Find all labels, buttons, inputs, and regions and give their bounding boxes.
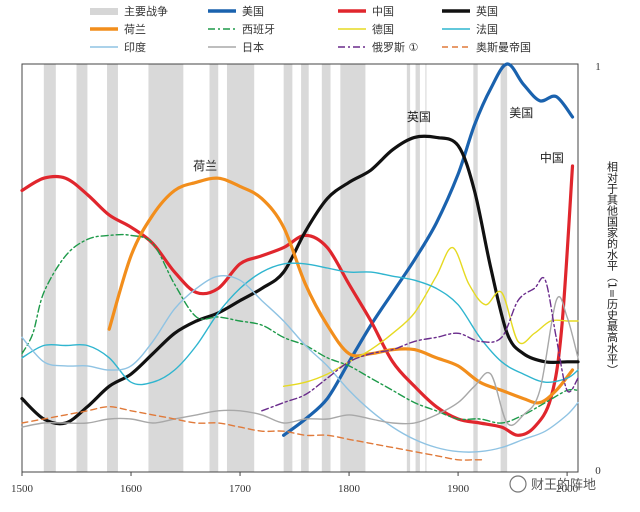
legend-label-1: 美国 (242, 5, 264, 18)
war-bands (43, 64, 508, 472)
legend-label-4: 荷兰 (124, 23, 146, 36)
series-line-7 (21, 274, 579, 453)
series-line-6 (21, 262, 579, 386)
axes: 1500 1600 1700 1800 1900 2000 1 0 (11, 61, 601, 495)
war-band-4 (209, 64, 219, 472)
legend-label-6: 德国 (372, 22, 394, 36)
series-line-3 (107, 176, 575, 405)
y-axis-label: 相对于其他国家的水平（1=历史最高水平） (606, 161, 619, 376)
annotation-0: 荷兰 (193, 159, 217, 173)
war-band-7 (301, 64, 309, 472)
x-tick-label-0: 1500 (11, 483, 34, 495)
legend-label-11: 奥斯曼帝国 (476, 40, 531, 54)
war-band-9 (340, 64, 366, 472)
series-lines (20, 62, 580, 461)
war-band-2 (107, 64, 118, 472)
annotation-2: 美国 (509, 106, 533, 120)
war-band-5 (226, 64, 255, 472)
x-tick-label-5: 2000 (556, 483, 579, 495)
x-tick-label-1: 1600 (120, 483, 143, 495)
watermark: 财王的阵地 (509, 475, 596, 493)
legend-label-10: 俄罗斯 ① (372, 41, 418, 54)
wechat-icon (509, 475, 527, 493)
war-band-0 (43, 64, 56, 472)
series-line-2 (20, 134, 580, 426)
legend-label-5: 西班牙 (242, 23, 275, 36)
series-line-10 (21, 406, 483, 461)
legend-label-9: 日本 (242, 40, 264, 54)
war-band-13 (473, 64, 478, 472)
plot-frame (21, 63, 579, 473)
x-tick-label-3: 1800 (338, 483, 361, 495)
x-tick-label-4: 1900 (447, 483, 470, 495)
y-tick-label-bottom: 0 (595, 465, 601, 477)
annotation-1: 英国 (407, 110, 431, 124)
series-line-4 (21, 233, 579, 424)
series-line-0 (282, 62, 575, 437)
legend-swatch-0 (90, 8, 118, 15)
series-line-9 (261, 276, 579, 412)
war-band-14 (500, 64, 508, 472)
series-line-8 (21, 295, 579, 428)
legend-label-7: 法国 (476, 22, 498, 36)
series-line-1 (20, 164, 575, 437)
legend-label-3: 英国 (476, 4, 498, 18)
annotation-3: 中国 (540, 150, 564, 165)
legend-label-0: 主要战争 (124, 4, 168, 18)
legend-label-8: 印度 (124, 40, 146, 54)
war-band-1 (76, 64, 88, 472)
legend-label-2: 中国 (372, 5, 394, 18)
war-band-11 (415, 64, 420, 472)
watermark-text: 财王的阵地 (531, 477, 596, 493)
war-band-12 (425, 64, 427, 472)
y-tick-label-top: 1 (595, 61, 601, 73)
x-tick-label-2: 1700 (229, 483, 252, 495)
